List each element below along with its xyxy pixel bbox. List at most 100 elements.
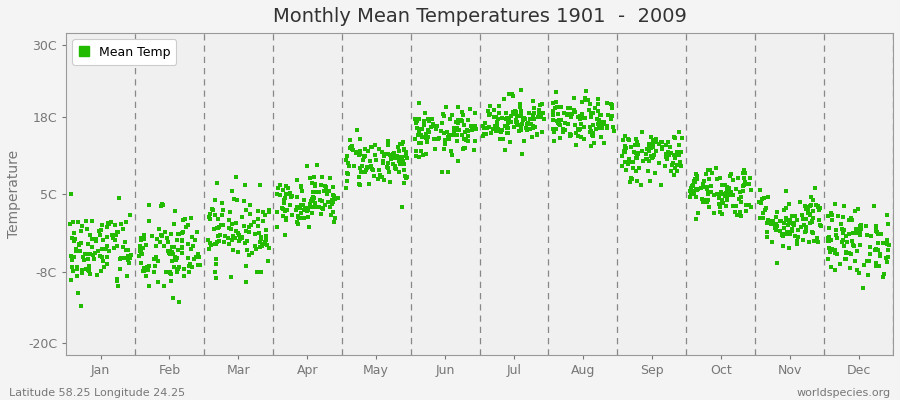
- Point: [235, 234, 249, 241]
- Point: [554, 117, 569, 123]
- Point: [408, 136, 422, 142]
- Point: [482, 112, 497, 118]
- Point: [422, 118, 436, 124]
- Title: Monthly Mean Temperatures 1901  -  2009: Monthly Mean Temperatures 1901 - 2009: [273, 7, 687, 26]
- Point: [137, 264, 151, 271]
- Point: [256, 241, 271, 247]
- Point: [232, 235, 247, 242]
- Point: [852, 223, 867, 229]
- Point: [523, 115, 537, 122]
- Point: [837, 256, 851, 262]
- Point: [739, 201, 753, 208]
- Point: [796, 237, 811, 243]
- Point: [106, 234, 121, 241]
- Point: [410, 132, 425, 138]
- Point: [617, 149, 632, 155]
- Point: [687, 178, 701, 184]
- Point: [668, 164, 682, 171]
- Point: [698, 184, 712, 190]
- Point: [769, 220, 783, 227]
- Point: [418, 150, 433, 157]
- Point: [428, 146, 442, 153]
- Point: [86, 256, 101, 262]
- Point: [441, 134, 455, 140]
- Point: [847, 243, 861, 250]
- Point: [504, 119, 518, 125]
- Point: [280, 190, 294, 197]
- Point: [723, 173, 737, 180]
- Point: [429, 123, 444, 129]
- Point: [305, 204, 320, 210]
- Point: [190, 229, 204, 235]
- Point: [699, 198, 714, 205]
- Point: [666, 172, 680, 178]
- Point: [83, 232, 97, 238]
- Point: [600, 99, 615, 106]
- Point: [435, 168, 449, 175]
- Point: [301, 163, 315, 170]
- Point: [482, 111, 497, 117]
- Point: [409, 120, 423, 126]
- Point: [483, 130, 498, 136]
- Point: [549, 89, 563, 95]
- Point: [853, 226, 868, 232]
- Point: [487, 106, 501, 113]
- Point: [686, 182, 700, 188]
- Point: [85, 236, 99, 242]
- Point: [683, 191, 698, 197]
- Point: [631, 142, 645, 148]
- Point: [827, 267, 842, 274]
- Point: [353, 151, 367, 157]
- Point: [712, 201, 726, 207]
- Point: [463, 106, 477, 112]
- Point: [639, 150, 653, 157]
- Point: [250, 222, 265, 229]
- Point: [411, 116, 426, 122]
- Point: [327, 219, 341, 226]
- Point: [790, 241, 805, 247]
- Point: [836, 226, 850, 233]
- Point: [307, 195, 321, 201]
- Point: [390, 152, 404, 159]
- Point: [274, 182, 288, 188]
- Point: [824, 264, 839, 270]
- Point: [632, 165, 646, 171]
- Point: [775, 232, 789, 238]
- Point: [340, 153, 355, 159]
- Point: [519, 125, 534, 131]
- Point: [618, 159, 633, 165]
- Point: [590, 95, 605, 102]
- Point: [553, 122, 567, 128]
- Point: [757, 194, 771, 201]
- Point: [447, 126, 462, 132]
- Point: [418, 122, 432, 128]
- Point: [65, 234, 79, 241]
- Point: [249, 269, 264, 276]
- Point: [175, 237, 189, 244]
- Point: [169, 268, 184, 274]
- Point: [460, 127, 474, 133]
- Point: [318, 202, 332, 208]
- Point: [667, 152, 681, 158]
- Point: [689, 176, 704, 182]
- Point: [616, 148, 631, 154]
- Point: [583, 101, 598, 108]
- Point: [284, 211, 299, 218]
- Point: [758, 206, 772, 213]
- Point: [469, 126, 483, 132]
- Point: [755, 196, 770, 202]
- Point: [726, 191, 741, 198]
- Point: [626, 165, 641, 171]
- Point: [141, 267, 156, 273]
- Point: [760, 217, 775, 223]
- Point: [643, 178, 657, 184]
- Point: [447, 125, 462, 132]
- Point: [506, 93, 520, 100]
- Point: [822, 245, 836, 251]
- Point: [668, 135, 682, 141]
- Point: [412, 100, 427, 106]
- Point: [292, 214, 306, 221]
- Point: [794, 224, 808, 231]
- Point: [621, 136, 635, 142]
- Point: [798, 216, 813, 222]
